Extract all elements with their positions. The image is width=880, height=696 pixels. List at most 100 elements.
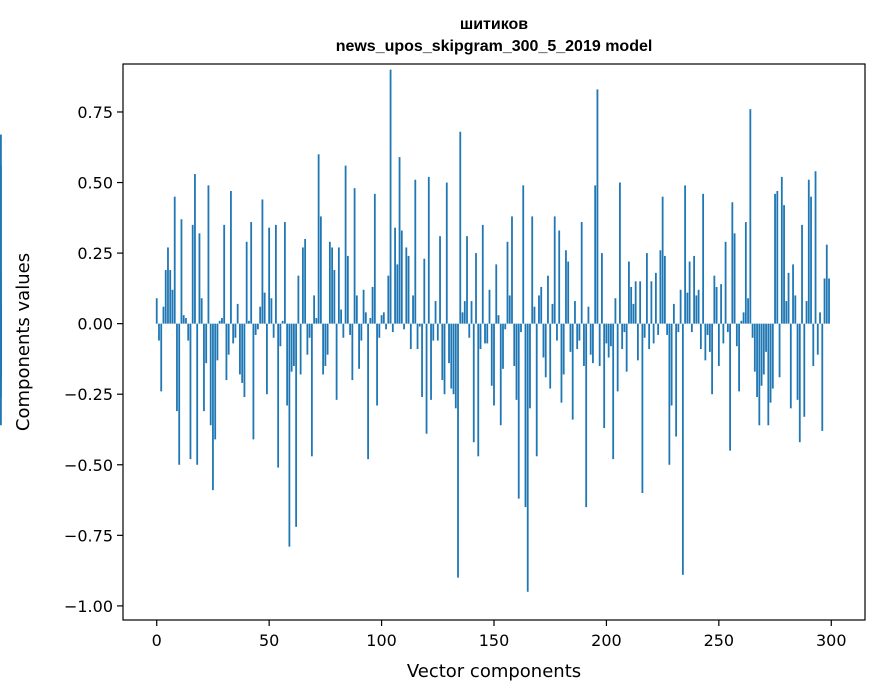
bar-288 bbox=[803, 323, 806, 417]
bar-287 bbox=[801, 224, 803, 324]
bar-117 bbox=[418, 323, 421, 327]
bar-219 bbox=[648, 323, 651, 350]
bar-208 bbox=[623, 323, 626, 333]
bar-83 bbox=[342, 323, 345, 338]
bar-263 bbox=[747, 298, 749, 324]
bar-99 bbox=[378, 323, 381, 338]
bar-296 bbox=[821, 323, 824, 431]
bar-30 bbox=[223, 224, 226, 324]
bar-173 bbox=[544, 323, 547, 378]
bar-33 bbox=[230, 191, 232, 324]
bar-109 bbox=[400, 230, 403, 324]
y-tick-label-2: 0.25 bbox=[77, 244, 113, 263]
bar-298 bbox=[825, 244, 828, 324]
bar-244 bbox=[704, 323, 707, 361]
bar-55 bbox=[279, 323, 282, 347]
x-axis: 0 50 100 150 200 250 300 bbox=[152, 620, 847, 650]
bar-158 bbox=[511, 216, 513, 324]
bar-228 bbox=[668, 323, 671, 465]
bar-128 bbox=[443, 323, 446, 395]
bar-160 bbox=[515, 323, 518, 400]
bar-63 bbox=[297, 275, 300, 324]
bar-1 bbox=[158, 323, 160, 341]
bar-60 bbox=[290, 323, 293, 372]
bar-290 bbox=[807, 179, 810, 324]
bar-192 bbox=[587, 306, 590, 324]
bar-84 bbox=[344, 165, 347, 324]
bar-140 bbox=[470, 301, 473, 324]
bar-236 bbox=[686, 292, 689, 324]
bar-23 bbox=[207, 185, 210, 324]
bar-89 bbox=[355, 295, 358, 324]
bar-150 bbox=[493, 323, 495, 406]
bar-62 bbox=[295, 323, 298, 527]
bar-118 bbox=[421, 323, 423, 398]
bar-9 bbox=[176, 323, 178, 412]
x-tick-label-0: 0 bbox=[152, 631, 162, 650]
bar-95 bbox=[369, 318, 372, 324]
bar-227 bbox=[666, 323, 669, 335]
bar-100 bbox=[380, 315, 383, 324]
bar-31 bbox=[225, 323, 228, 381]
bar-201 bbox=[607, 323, 610, 358]
bar-211 bbox=[630, 286, 633, 324]
bar-5 bbox=[167, 247, 169, 324]
bar-235 bbox=[684, 185, 687, 324]
bar-289 bbox=[805, 301, 808, 324]
y-axis: 0.75 0.50 0.25 0.00 −0.25 −0.50 −0.75 −1.00 bbox=[64, 103, 123, 616]
bar-264 bbox=[749, 109, 752, 324]
bar-191 bbox=[585, 323, 588, 508]
bar-280 bbox=[785, 301, 788, 324]
bar-56 bbox=[281, 320, 284, 324]
bar-114 bbox=[412, 295, 414, 324]
bar-133 bbox=[454, 323, 457, 409]
bar-49 bbox=[266, 323, 268, 395]
bar-141 bbox=[472, 323, 475, 443]
bar-0 bbox=[155, 298, 158, 324]
bar-283 bbox=[792, 264, 794, 324]
bar-297 bbox=[823, 278, 826, 324]
bar-124 bbox=[434, 301, 437, 324]
bar-77 bbox=[328, 241, 331, 324]
bar-233 bbox=[679, 289, 682, 324]
bar-255 bbox=[729, 323, 731, 451]
bar-76 bbox=[326, 323, 329, 355]
bar-66 bbox=[304, 238, 307, 324]
bar-88 bbox=[353, 188, 356, 324]
bar-123 bbox=[432, 323, 435, 341]
bar-106 bbox=[394, 227, 396, 324]
bar-256 bbox=[731, 202, 734, 324]
bar-197 bbox=[598, 323, 601, 366]
bar-65 bbox=[301, 247, 304, 324]
bar-309 bbox=[0, 323, 2, 398]
bar-59 bbox=[288, 323, 291, 547]
bar-245 bbox=[706, 323, 709, 335]
bar-126 bbox=[439, 236, 441, 324]
bar-223 bbox=[657, 323, 660, 335]
bar-169 bbox=[535, 323, 538, 457]
bar-136 bbox=[461, 312, 464, 324]
bar-155 bbox=[504, 323, 507, 330]
bar-105 bbox=[391, 323, 394, 333]
bar-265 bbox=[751, 323, 754, 338]
bar-243 bbox=[702, 193, 705, 324]
bar-34 bbox=[232, 323, 235, 344]
bar-231 bbox=[675, 323, 678, 437]
bar-43 bbox=[252, 323, 255, 440]
bar-248 bbox=[713, 275, 716, 324]
bar-152 bbox=[497, 315, 500, 324]
chart-subtitle: news_upos_skipgram_300_5_2019 model bbox=[336, 38, 653, 55]
bar-10 bbox=[178, 323, 181, 465]
bar-129 bbox=[445, 182, 448, 324]
bar-213 bbox=[634, 281, 637, 324]
bar-159 bbox=[513, 323, 516, 366]
bar-205 bbox=[616, 323, 619, 392]
bar-85 bbox=[346, 255, 349, 324]
bar-271 bbox=[765, 323, 767, 352]
bar-247 bbox=[711, 323, 713, 395]
bar-167 bbox=[531, 216, 534, 324]
bar-181 bbox=[562, 323, 565, 375]
bar-71 bbox=[315, 318, 318, 324]
bar-110 bbox=[403, 323, 405, 330]
